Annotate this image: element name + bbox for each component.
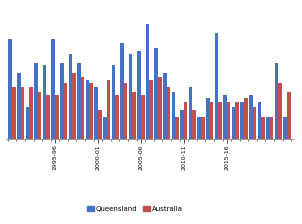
- Bar: [158, 77, 162, 139]
- Bar: [192, 110, 196, 139]
- Bar: [77, 62, 81, 139]
- Bar: [111, 65, 115, 139]
- Bar: [64, 83, 67, 139]
- Bar: [198, 117, 201, 139]
- Bar: [275, 62, 278, 139]
- Bar: [60, 62, 64, 139]
- Bar: [249, 95, 252, 139]
- Bar: [261, 117, 265, 139]
- Bar: [163, 73, 167, 139]
- Bar: [146, 24, 149, 139]
- Bar: [201, 117, 205, 139]
- Bar: [72, 73, 76, 139]
- Bar: [184, 102, 188, 139]
- Bar: [270, 117, 273, 139]
- Bar: [98, 110, 101, 139]
- Bar: [244, 98, 248, 139]
- Bar: [103, 117, 107, 139]
- Bar: [107, 80, 110, 139]
- Bar: [55, 95, 59, 139]
- Bar: [232, 107, 235, 139]
- Bar: [26, 107, 29, 139]
- Bar: [29, 88, 33, 139]
- Bar: [94, 88, 98, 139]
- Bar: [51, 39, 55, 139]
- Bar: [218, 102, 222, 139]
- Bar: [86, 80, 89, 139]
- Bar: [189, 88, 192, 139]
- Bar: [258, 102, 261, 139]
- Bar: [227, 102, 230, 139]
- Bar: [43, 65, 47, 139]
- Bar: [240, 102, 244, 139]
- Bar: [252, 107, 256, 139]
- Bar: [69, 54, 72, 139]
- Bar: [89, 83, 93, 139]
- Bar: [215, 33, 218, 139]
- Bar: [129, 54, 132, 139]
- Bar: [278, 83, 282, 139]
- Bar: [175, 117, 179, 139]
- Bar: [132, 92, 136, 139]
- Bar: [283, 117, 287, 139]
- Bar: [235, 102, 239, 139]
- Bar: [172, 92, 175, 139]
- Bar: [206, 98, 210, 139]
- Bar: [115, 95, 119, 139]
- Bar: [120, 43, 124, 139]
- Bar: [210, 102, 213, 139]
- Bar: [137, 51, 141, 139]
- Bar: [149, 80, 153, 139]
- Bar: [38, 92, 41, 139]
- Bar: [17, 73, 21, 139]
- Bar: [21, 88, 24, 139]
- Bar: [287, 92, 291, 139]
- Bar: [8, 39, 12, 139]
- Bar: [223, 95, 227, 139]
- Bar: [12, 88, 16, 139]
- Bar: [154, 48, 158, 139]
- Bar: [34, 62, 38, 139]
- Bar: [47, 95, 50, 139]
- Bar: [81, 77, 84, 139]
- Legend: Queensland, Australia: Queensland, Australia: [87, 206, 183, 212]
- Bar: [141, 95, 145, 139]
- Bar: [180, 110, 184, 139]
- Bar: [167, 88, 170, 139]
- Bar: [266, 117, 270, 139]
- Bar: [124, 83, 127, 139]
